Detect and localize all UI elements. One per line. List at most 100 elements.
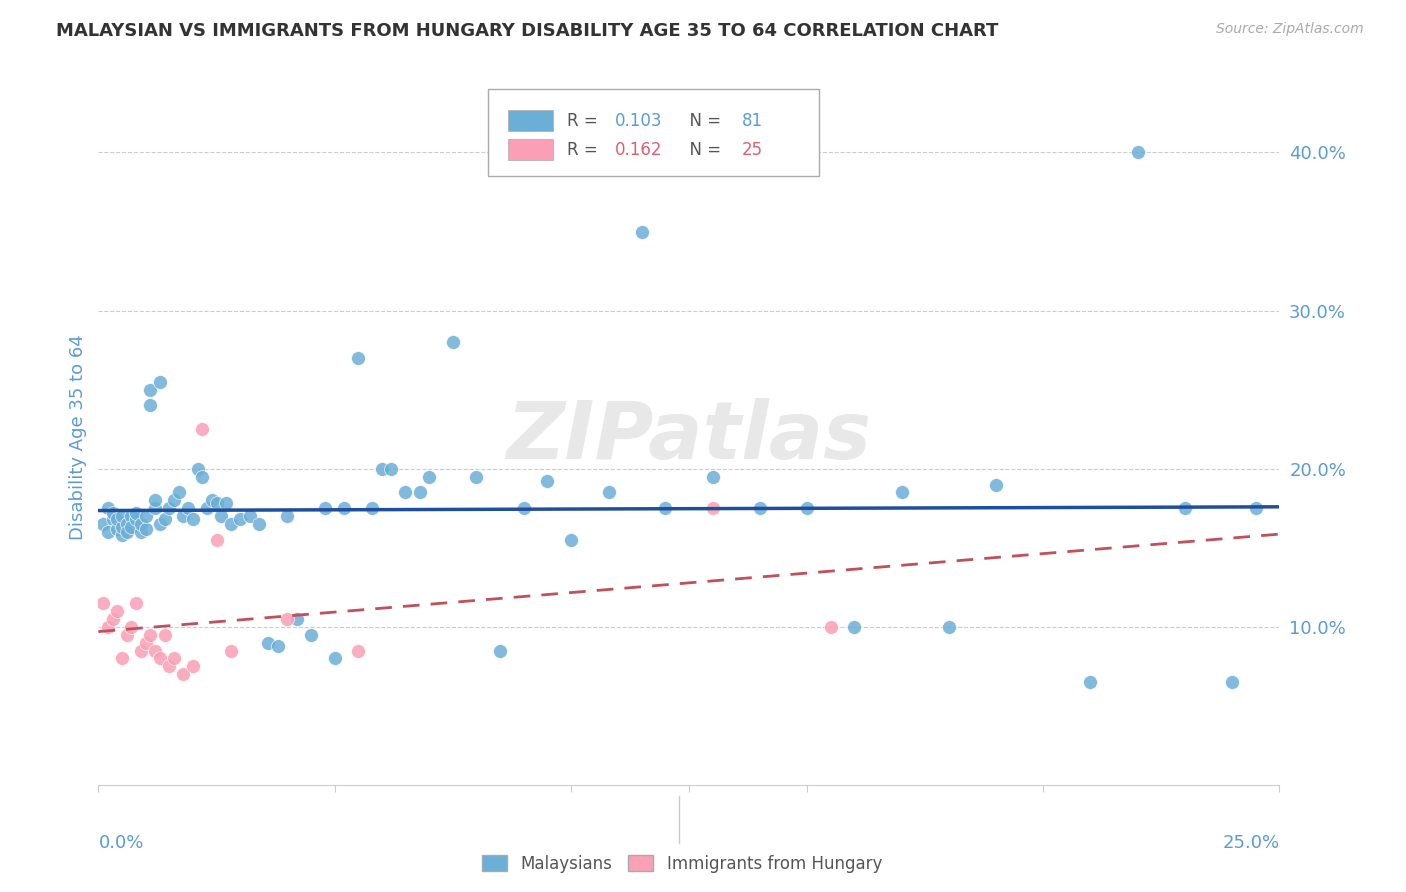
- Point: [844, 620, 866, 634]
- Text: R =: R =: [567, 141, 603, 159]
- Point: [205, 496, 228, 510]
- Point: [314, 501, 336, 516]
- Text: 25.0%: 25.0%: [1222, 834, 1279, 852]
- Y-axis label: Disability Age 35 to 64: Disability Age 35 to 64: [69, 334, 87, 540]
- Point: [111, 509, 134, 524]
- Text: 81: 81: [742, 112, 763, 129]
- Point: [333, 501, 356, 516]
- Point: [394, 485, 416, 500]
- Point: [149, 375, 172, 389]
- Point: [181, 512, 204, 526]
- Point: [115, 516, 138, 531]
- Point: [598, 485, 620, 500]
- Point: [195, 501, 218, 516]
- Point: [91, 516, 114, 531]
- Legend: Malaysians, Immigrants from Hungary: Malaysians, Immigrants from Hungary: [475, 848, 889, 880]
- Point: [191, 469, 214, 483]
- Point: [167, 485, 190, 500]
- FancyBboxPatch shape: [508, 139, 553, 161]
- Point: [129, 643, 152, 657]
- Point: [157, 659, 180, 673]
- Point: [115, 628, 138, 642]
- Point: [219, 643, 242, 657]
- Point: [239, 509, 262, 524]
- Point: [209, 509, 232, 524]
- Point: [441, 335, 464, 350]
- Point: [125, 596, 148, 610]
- Point: [111, 520, 134, 534]
- Point: [172, 509, 194, 524]
- Point: [135, 522, 157, 536]
- Point: [276, 612, 298, 626]
- Text: R =: R =: [567, 112, 603, 129]
- Point: [153, 512, 176, 526]
- Point: [143, 643, 166, 657]
- Point: [101, 612, 124, 626]
- Point: [105, 522, 128, 536]
- Text: MALAYSIAN VS IMMIGRANTS FROM HUNGARY DISABILITY AGE 35 TO 64 CORRELATION CHART: MALAYSIAN VS IMMIGRANTS FROM HUNGARY DIS…: [56, 22, 998, 40]
- Point: [489, 643, 512, 657]
- Point: [115, 524, 138, 539]
- Point: [121, 620, 143, 634]
- Point: [157, 501, 180, 516]
- Point: [105, 512, 128, 526]
- Point: [380, 461, 402, 475]
- Point: [125, 512, 148, 526]
- Point: [285, 612, 308, 626]
- Point: [111, 651, 134, 665]
- Point: [215, 496, 238, 510]
- Point: [890, 485, 912, 500]
- Point: [267, 639, 290, 653]
- Point: [1174, 501, 1197, 516]
- Text: Source: ZipAtlas.com: Source: ZipAtlas.com: [1216, 22, 1364, 37]
- FancyBboxPatch shape: [488, 89, 818, 177]
- Point: [276, 509, 298, 524]
- Point: [347, 351, 370, 365]
- Point: [135, 635, 157, 649]
- Point: [630, 225, 652, 239]
- Point: [229, 512, 252, 526]
- Point: [323, 651, 346, 665]
- Point: [299, 628, 322, 642]
- Text: N =: N =: [679, 112, 727, 129]
- Point: [149, 651, 172, 665]
- Point: [135, 509, 157, 524]
- Point: [371, 461, 394, 475]
- Point: [129, 516, 152, 531]
- Point: [121, 520, 143, 534]
- Point: [984, 477, 1007, 491]
- Point: [172, 667, 194, 681]
- Point: [201, 493, 224, 508]
- Point: [1244, 501, 1267, 516]
- Point: [257, 635, 280, 649]
- Point: [177, 501, 200, 516]
- Point: [97, 620, 120, 634]
- Point: [536, 475, 558, 489]
- Text: 0.103: 0.103: [614, 112, 662, 129]
- Point: [560, 533, 582, 547]
- Text: ZIPatlas: ZIPatlas: [506, 398, 872, 476]
- Point: [702, 501, 724, 516]
- Point: [91, 596, 114, 610]
- Point: [181, 659, 204, 673]
- Text: 0.0%: 0.0%: [98, 834, 143, 852]
- Point: [938, 620, 960, 634]
- Point: [820, 620, 842, 634]
- Point: [139, 628, 162, 642]
- Point: [1126, 145, 1149, 160]
- Point: [748, 501, 770, 516]
- Point: [796, 501, 818, 516]
- Point: [139, 399, 162, 413]
- Point: [191, 422, 214, 436]
- Point: [418, 469, 440, 483]
- Point: [465, 469, 488, 483]
- Point: [1220, 675, 1243, 690]
- Point: [408, 485, 430, 500]
- Point: [163, 493, 186, 508]
- Point: [143, 501, 166, 516]
- Text: 25: 25: [742, 141, 763, 159]
- Point: [101, 512, 124, 526]
- Point: [702, 469, 724, 483]
- Point: [361, 501, 384, 516]
- Point: [205, 533, 228, 547]
